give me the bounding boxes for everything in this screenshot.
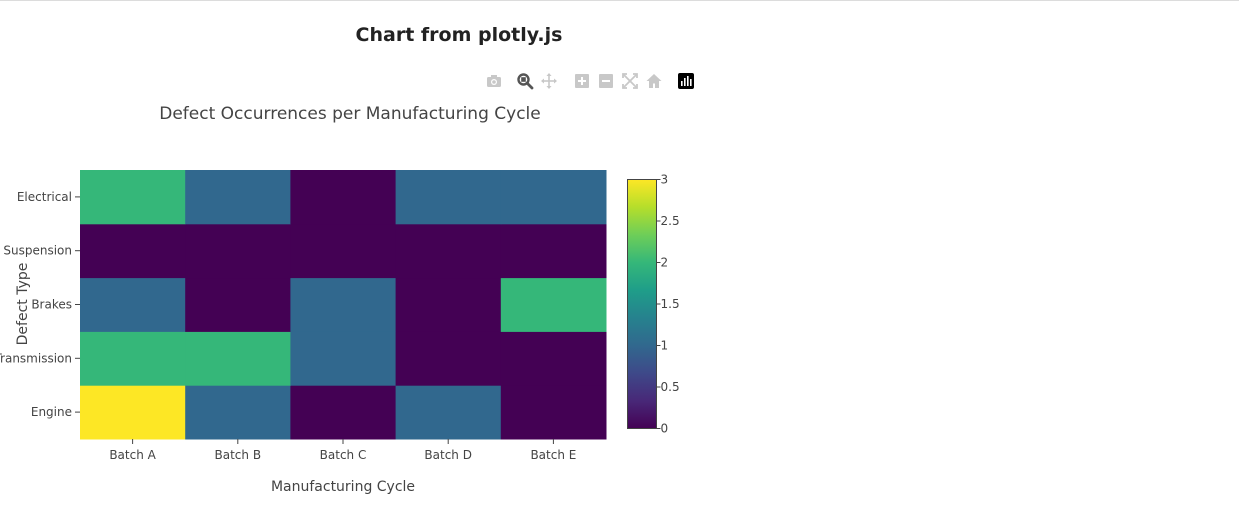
colorbar-tick-label: 3: [661, 173, 669, 187]
y-tick-label: Suspension: [3, 244, 72, 258]
heatmap-cell[interactable]: [395, 277, 502, 332]
x-tick-label: Batch A: [109, 448, 156, 462]
y-axis-ticks: Engine Transmission Brakes Suspension Electr…: [0, 190, 80, 419]
colorbar-tick-label: 1.5: [661, 297, 680, 311]
heatmap-cell[interactable]: [290, 223, 397, 279]
x-axis-ticks: Batch A Batch B Batch C Batch D Batch E: [109, 439, 576, 462]
home-icon[interactable]: [645, 72, 663, 90]
colorbar[interactable]: [627, 179, 657, 429]
colorbar-tick-label: 2: [661, 256, 669, 270]
heatmap-cell[interactable]: [500, 223, 607, 279]
y-tick-label: Transmission: [0, 351, 72, 365]
heatmap-cell[interactable]: [185, 331, 291, 386]
heatmap-cell[interactable]: [395, 170, 502, 225]
zoom-icon[interactable]: [516, 72, 534, 90]
zoom-out-icon[interactable]: [597, 72, 615, 90]
x-axis-title: Manufacturing Cycle: [271, 479, 415, 495]
y-tick-label: Electrical: [17, 190, 72, 204]
heatmap-cell[interactable]: [395, 385, 502, 440]
heatmap-cell[interactable]: [80, 331, 186, 386]
heatmap-cell[interactable]: [500, 170, 607, 225]
heatmap-cell[interactable]: [185, 277, 291, 332]
x-tick-label: Batch C: [320, 448, 367, 462]
heatmap-cell[interactable]: [290, 277, 397, 332]
x-tick-label: Batch B: [215, 448, 262, 462]
heatmap-cell[interactable]: [185, 385, 291, 440]
colorbar-tick-label: 0.5: [661, 380, 680, 394]
chart-title: Defect Occurrences per Manufacturing Cyc…: [159, 104, 540, 124]
heatmap-cell[interactable]: [290, 170, 397, 225]
colorbar-ticks: 0 0.5 1 1.5 2 2.5 3: [656, 173, 680, 436]
colorbar-tick-label: 2.5: [661, 214, 680, 228]
y-axis-title: Defect Type: [15, 263, 31, 346]
heatmap-cell[interactable]: [80, 277, 186, 332]
pan-icon[interactable]: [540, 72, 558, 90]
page-title: Chart from plotly.js: [355, 24, 563, 46]
heatmap-cell[interactable]: [290, 385, 397, 440]
x-tick-label: Batch E: [530, 448, 576, 462]
y-tick-label: Engine: [31, 405, 72, 419]
heatmap-cell[interactable]: [500, 331, 607, 386]
autoscale-icon[interactable]: [621, 72, 639, 90]
heatmap-cell[interactable]: [80, 223, 186, 279]
heatmap-chart: Defect Occurrences per Manufacturing Cyc…: [0, 104, 680, 495]
y-tick-label: Brakes: [31, 298, 72, 312]
heatmap-cell[interactable]: [500, 385, 607, 440]
heatmap-cell[interactable]: [395, 331, 502, 386]
heatmap-cell[interactable]: [500, 277, 607, 332]
plotly-logo-icon[interactable]: [677, 72, 695, 90]
heatmap-cells[interactable]: [80, 170, 607, 440]
heatmap-cell[interactable]: [80, 170, 186, 225]
camera-icon[interactable]: [485, 72, 503, 90]
heatmap-cell[interactable]: [290, 331, 397, 386]
top-border: [0, 0, 1239, 1]
colorbar-tick-label: 0: [661, 422, 669, 436]
x-tick-label: Batch D: [424, 448, 472, 462]
zoom-in-icon[interactable]: [573, 72, 591, 90]
heatmap-cell[interactable]: [185, 170, 291, 225]
heatmap-cell[interactable]: [185, 223, 291, 279]
colorbar-tick-label: 1: [661, 339, 669, 353]
heatmap-cell[interactable]: [395, 223, 502, 279]
heatmap-cell[interactable]: [80, 385, 186, 440]
